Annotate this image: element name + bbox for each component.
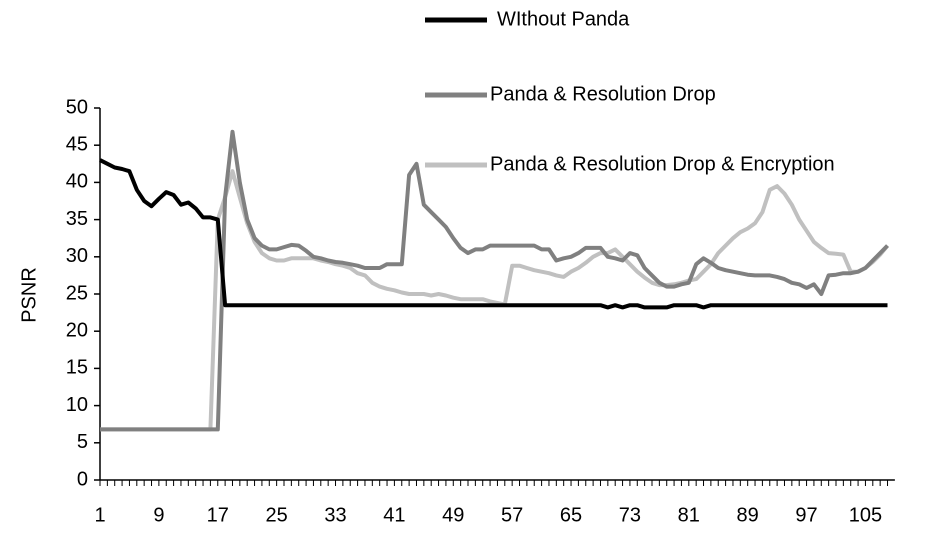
y-tick-label: 45	[66, 133, 88, 155]
y-axis-label: PSNR	[18, 267, 40, 323]
y-tick-label: 20	[66, 319, 88, 341]
series-line	[100, 169, 890, 432]
y-tick-label: 10	[66, 394, 88, 416]
y-tick-label: 35	[66, 208, 88, 230]
legend-label: WIthout Panda	[497, 8, 630, 30]
x-tick-label: 97	[795, 504, 817, 526]
x-tick-label: 65	[560, 504, 582, 526]
x-tick-label: 25	[266, 504, 288, 526]
x-tick-label: 73	[619, 504, 641, 526]
x-tick-label: 17	[207, 504, 229, 526]
x-tick-label: 41	[383, 504, 405, 526]
y-tick-label: 0	[77, 468, 88, 490]
legend-label: Panda & Resolution Drop	[490, 83, 716, 105]
series-line	[100, 129, 889, 432]
x-tick-label: 49	[442, 504, 464, 526]
y-tick-label: 5	[77, 431, 88, 453]
x-tick-label: 81	[678, 504, 700, 526]
x-tick-label: 57	[501, 504, 523, 526]
legend-label: Panda & Resolution Drop & Encryption	[490, 153, 835, 175]
y-tick-label: 40	[66, 171, 88, 193]
x-tick-label: 9	[153, 504, 164, 526]
series-line	[99, 158, 888, 310]
x-tick-label: 1	[94, 504, 105, 526]
x-tick-label: 89	[737, 504, 759, 526]
y-tick-label: 50	[66, 96, 88, 118]
y-tick-label: 30	[66, 245, 88, 267]
x-tick-label: 33	[324, 504, 346, 526]
y-tick-label: 25	[66, 282, 88, 304]
x-tick-label: 105	[849, 504, 882, 526]
y-tick-label: 15	[66, 357, 88, 379]
